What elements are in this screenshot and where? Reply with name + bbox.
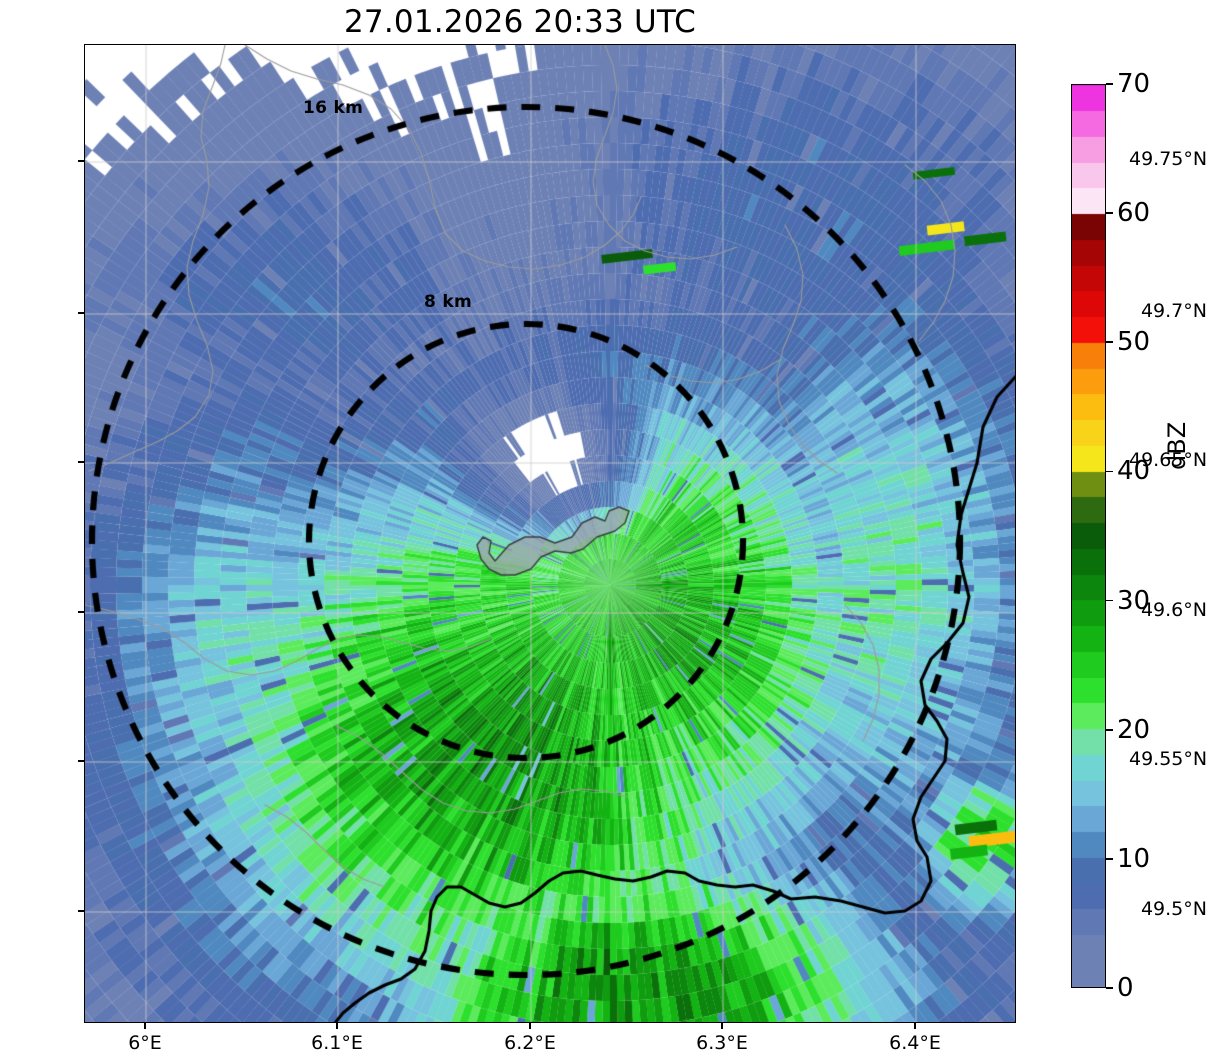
colorbar-tickmark-50 bbox=[1106, 341, 1113, 344]
x-axis-tick-6.1: 6.1°E bbox=[311, 1032, 363, 1054]
x-axis-tickmark-6.4 bbox=[914, 1023, 916, 1029]
colorbar-tickmark-20 bbox=[1106, 728, 1113, 731]
colorbar-tick-50: 50 bbox=[1117, 327, 1151, 358]
x-axis-tickmark-6.2 bbox=[529, 1023, 531, 1029]
colorbar-tickmark-10 bbox=[1106, 858, 1113, 860]
x-axis-tickmark-6.3 bbox=[721, 1023, 723, 1029]
colorbar-tickmark-40 bbox=[1106, 470, 1113, 473]
y-axis-tickmark-49.6 bbox=[78, 611, 84, 613]
y-axis-tick-49.55: 49.55°N bbox=[1129, 748, 1207, 770]
y-axis-tick-49.75: 49.75°N bbox=[1129, 148, 1207, 170]
colorbar-tick-70: 70 bbox=[1117, 69, 1151, 99]
colorbar-tick-10: 10 bbox=[1117, 843, 1151, 874]
colorbar-tickmark-30 bbox=[1106, 599, 1113, 602]
y-axis-tickmark-49.55 bbox=[78, 760, 84, 762]
y-axis-tick-49.65: 49.65°N bbox=[1129, 449, 1207, 471]
y-axis-tick-49.7: 49.7°N bbox=[1140, 300, 1207, 322]
colorbar-tickmark-70 bbox=[1106, 83, 1113, 85]
y-axis-tickmark-49.5 bbox=[78, 910, 84, 912]
x-axis-tickmark-6 bbox=[144, 1023, 146, 1029]
x-axis-tick-6.3: 6.3°E bbox=[696, 1032, 748, 1054]
colorbar-gradient bbox=[1072, 85, 1105, 987]
y-axis-tickmark-49.65 bbox=[78, 461, 84, 463]
colorbar-tickmark-60 bbox=[1106, 212, 1113, 214]
colorbar-tick-40: 40 bbox=[1117, 456, 1151, 487]
y-axis-tick-49.5: 49.5°N bbox=[1140, 898, 1207, 920]
range-ring-label-16km: 16 km bbox=[303, 98, 364, 118]
map-overlay-layer bbox=[85, 45, 1015, 1022]
x-axis-tick-6.4: 6.4°E bbox=[889, 1032, 941, 1054]
colorbar-title: dBZ bbox=[1163, 421, 1191, 470]
y-axis-tickmark-49.7 bbox=[78, 312, 84, 314]
x-axis-tick-6.2: 6.2°E bbox=[504, 1032, 556, 1054]
colorbar-tick-20: 20 bbox=[1117, 714, 1151, 745]
range-ring-label-8km: 8 km bbox=[424, 292, 472, 312]
x-axis-tickmark-6.1 bbox=[336, 1023, 338, 1029]
colorbar-tick-30: 30 bbox=[1117, 585, 1151, 616]
x-axis-tick-6: 6°E bbox=[128, 1032, 162, 1054]
colorbar-tick-60: 60 bbox=[1117, 198, 1151, 229]
colorbar-tickmark-0 bbox=[1106, 987, 1113, 989]
y-axis-tick-49.6: 49.6°N bbox=[1140, 599, 1207, 621]
colorbar bbox=[1071, 84, 1106, 988]
page-title: 27.01.2026 20:33 UTC bbox=[344, 4, 696, 40]
colorbar-tick-0: 0 bbox=[1117, 973, 1134, 1003]
y-axis-tickmark-49.75 bbox=[78, 160, 84, 162]
radar-plot-area bbox=[84, 44, 1016, 1023]
